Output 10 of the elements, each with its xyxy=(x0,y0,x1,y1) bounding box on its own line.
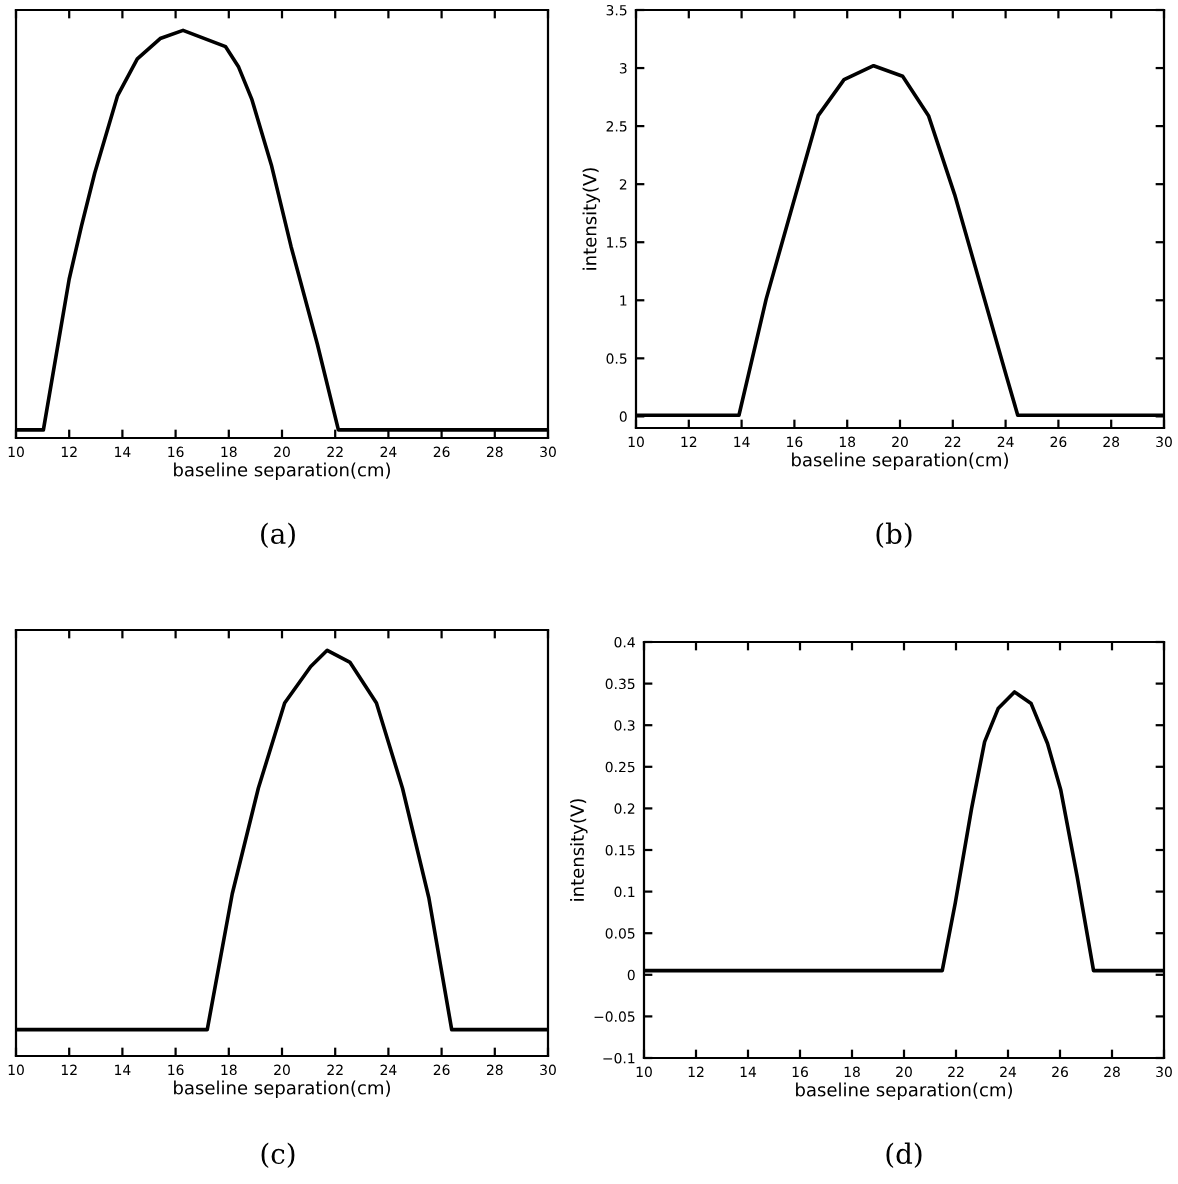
x-axis-title: baseline separation(cm) xyxy=(792,452,1008,471)
x-axis-title: baseline separation(cm) xyxy=(174,1080,390,1099)
text: (c) xyxy=(261,1142,295,1168)
text: (d) xyxy=(886,1142,922,1168)
text: (b) xyxy=(876,522,912,548)
y-axis-title: intensity(V) xyxy=(570,799,588,901)
x-axis-title: baseline separation(cm) xyxy=(796,1082,1012,1101)
y-axis-title: intensity(V) xyxy=(582,168,601,270)
x-axis-title: baseline separation(cm) xyxy=(174,462,390,481)
text: (a) xyxy=(261,522,295,548)
